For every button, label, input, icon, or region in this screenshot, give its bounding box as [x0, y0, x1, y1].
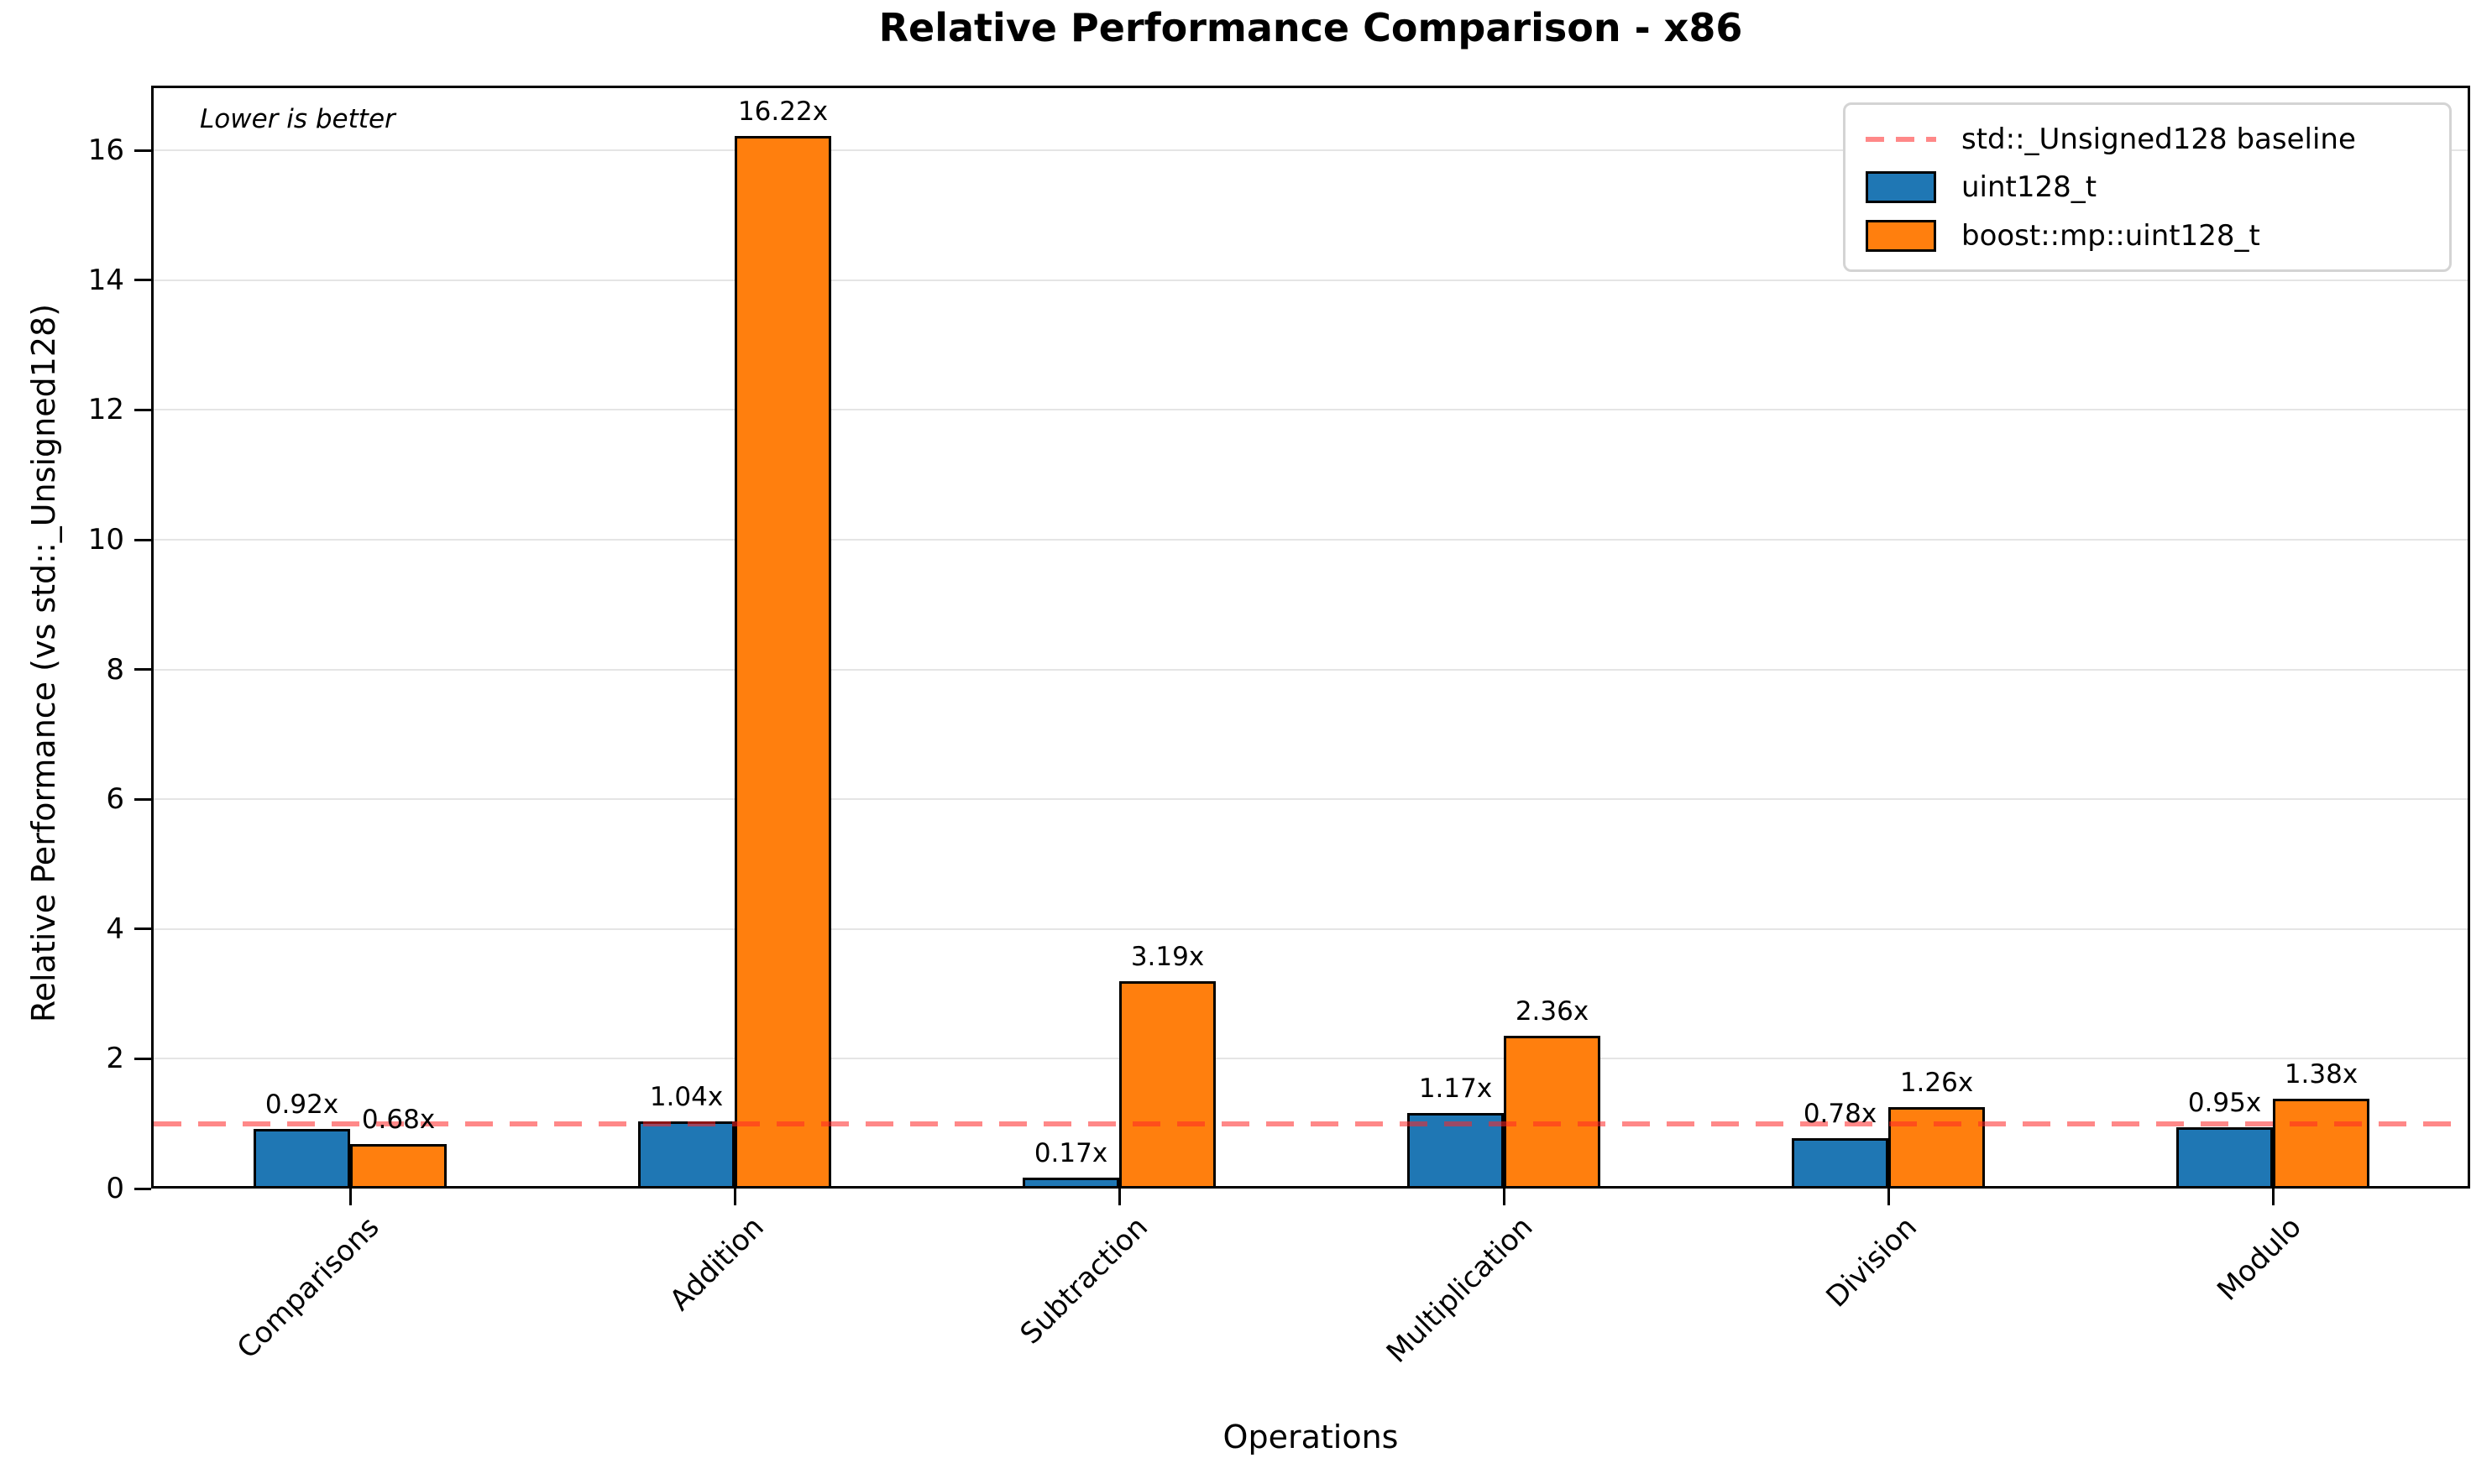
y-tick-label: 4 [106, 912, 124, 946]
y-tick-label: 2 [106, 1042, 124, 1076]
y-tick-label: 12 [87, 393, 124, 427]
x-tick-label-text: Division [1819, 1210, 1924, 1314]
bar-value-label: 1.38x [2284, 1059, 2358, 1090]
bar-uint128_t-Modulo [2176, 1126, 2273, 1189]
legend-row-baseline: std::_Unsigned128 baseline [1866, 122, 2429, 157]
x-tick-label-text: Modulo [2211, 1210, 2309, 1308]
y-gridline [154, 279, 2468, 281]
y-tick-label: 0 [106, 1172, 124, 1205]
bar-boost::mp::uint128_t-Division [1888, 1106, 1985, 1189]
y-gridline [154, 798, 2468, 801]
legend: std::_Unsigned128 baseline uint128_t boo… [1843, 102, 2452, 272]
y-tick [134, 1057, 151, 1060]
bar-uint128_t-Addition [638, 1121, 735, 1189]
x-tick [348, 1189, 352, 1205]
bar-value-label: 1.17x [1418, 1073, 1493, 1104]
y-gridline [154, 409, 2468, 411]
y-gridline [154, 149, 2468, 152]
bar-uint128_t-Subtraction [1023, 1177, 1119, 1189]
y-gridline [154, 668, 2468, 671]
legend-label-uint128: uint128_t [1961, 170, 2097, 204]
x-tick [1502, 1189, 1505, 1205]
y-tick [134, 928, 151, 931]
bar-value-label: 3.19x [1130, 942, 1205, 973]
bar-value-label: 0.68x [361, 1105, 436, 1136]
bar-value-label: 1.26x [1899, 1067, 1974, 1098]
bar-boost::mp::uint128_t-Subtraction [1119, 981, 1216, 1189]
legend-label-boost: boost::mp::uint128_t [1961, 218, 2260, 253]
x-tick [733, 1189, 736, 1205]
x-tick-label-text: Subtraction [1013, 1210, 1155, 1351]
y-tick-label: 16 [87, 133, 124, 168]
uint128-swatch-icon [1866, 170, 1936, 205]
legend-row-uint128: uint128_t [1866, 170, 2429, 205]
y-tick [134, 279, 151, 282]
y-tick [134, 797, 151, 801]
chart-title: Relative Performance Comparison - x86 [878, 5, 1743, 50]
y-tick [134, 408, 151, 411]
bar-uint128_t-Comparisons [254, 1128, 350, 1189]
bar-boost::mp::uint128_t-Multiplication [1504, 1035, 1600, 1189]
y-tick-label: 14 [87, 263, 124, 297]
lower-is-better-annotation: Lower is better [200, 104, 395, 134]
bar-value-label: 0.95x [2187, 1087, 2262, 1118]
baseline-line [154, 1121, 2468, 1126]
boost-swatch-icon [1866, 218, 1936, 253]
y-tick [134, 668, 151, 671]
baseline-dash-icon [1866, 122, 1936, 157]
y-tick [134, 1187, 151, 1190]
x-tick-label-text: Addition [662, 1210, 771, 1318]
bar-boost::mp::uint128_t-Modulo [2273, 1099, 2369, 1189]
x-tick [1887, 1189, 1890, 1205]
bar-value-label: 1.04x [649, 1081, 724, 1112]
x-tick-label-text: Comparisons [230, 1210, 386, 1366]
x-tick [2271, 1189, 2275, 1205]
y-tick-label: 8 [106, 652, 124, 687]
y-tick-label: 6 [106, 782, 124, 817]
x-tick-label-text: Multiplication [1380, 1210, 1540, 1370]
y-gridline [154, 928, 2468, 930]
bar-value-label: 0.17x [1034, 1137, 1108, 1168]
x-axis-label: Operations [1222, 1419, 1399, 1455]
x-tick [1118, 1189, 1121, 1205]
y-tick-label: 10 [87, 523, 124, 556]
bar-boost::mp::uint128_t-Comparisons [350, 1144, 447, 1189]
bar-value-label: 2.36x [1515, 995, 1589, 1027]
legend-row-boost: boost::mp::uint128_t [1866, 218, 2429, 253]
y-tick [134, 149, 151, 152]
bar-value-label: 16.22x [737, 97, 829, 128]
y-tick [134, 538, 151, 541]
y-gridline [154, 1058, 2468, 1060]
legend-label-baseline: std::_Unsigned128 baseline [1961, 122, 2356, 156]
bar-uint128_t-Division [1792, 1137, 1888, 1189]
y-gridline [154, 539, 2468, 541]
bar-boost::mp::uint128_t-Addition [735, 136, 831, 1189]
bar-value-label: 0.92x [264, 1089, 339, 1120]
bar-value-label: 0.78x [1803, 1098, 1877, 1129]
